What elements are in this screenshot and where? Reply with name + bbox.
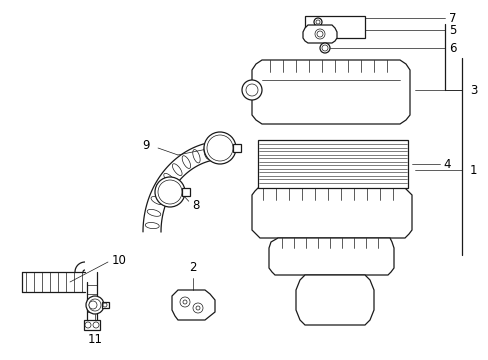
Bar [258,140,407,188]
Text: 3: 3 [469,84,476,96]
Circle shape [316,31,323,37]
Bar [182,188,190,196]
Text: 8: 8 [191,199,199,212]
Text: 7: 7 [448,12,456,24]
Text: 9: 9 [142,139,150,152]
Circle shape [206,135,232,161]
Circle shape [314,29,325,39]
Bar [305,16,364,38]
Polygon shape [251,188,411,238]
Circle shape [313,18,321,26]
Circle shape [180,297,190,307]
Circle shape [245,84,258,96]
Circle shape [203,132,236,164]
Circle shape [103,303,107,307]
Text: 1: 1 [469,163,476,176]
Polygon shape [303,25,336,43]
Circle shape [315,20,319,24]
Bar [102,302,109,308]
Text: 11: 11 [87,333,102,346]
Circle shape [183,300,186,304]
Text: 6: 6 [448,41,456,54]
Text: 10: 10 [112,253,126,266]
Polygon shape [251,60,409,124]
Polygon shape [172,290,215,320]
Text: 4: 4 [442,158,449,171]
Circle shape [158,180,182,204]
Circle shape [93,322,99,328]
Circle shape [196,306,200,310]
Circle shape [321,45,327,51]
Polygon shape [295,275,373,325]
Circle shape [319,43,329,53]
Bar [84,320,100,330]
Circle shape [193,303,203,313]
Text: 2: 2 [189,261,196,274]
Circle shape [242,80,262,100]
Circle shape [89,301,97,309]
Circle shape [86,296,104,314]
Circle shape [89,299,101,311]
Polygon shape [268,238,393,275]
Text: 5: 5 [448,23,455,36]
Bar [232,144,241,152]
Circle shape [155,177,184,207]
Circle shape [85,322,91,328]
